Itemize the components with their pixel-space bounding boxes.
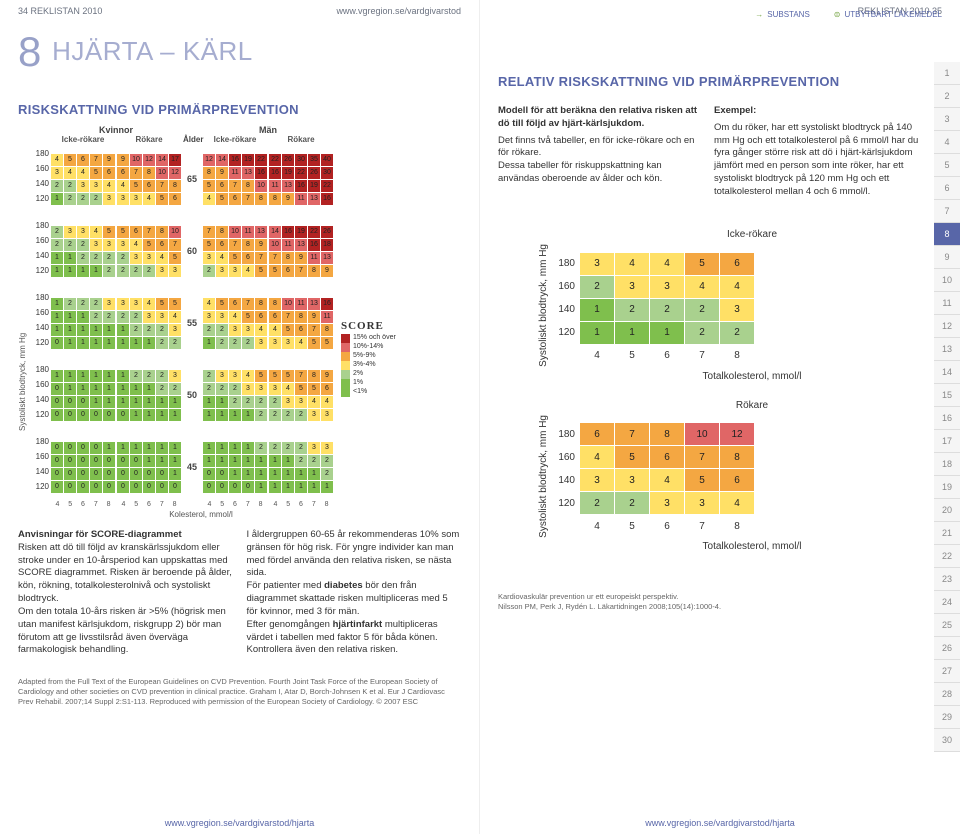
right-subtitle: RELATIV RISKSKATTNING VID PRIMÄRPREVENTI… <box>498 74 942 89</box>
score-subgrid: 78101113567893456723345 <box>203 226 267 277</box>
score-subgrid: 45678334562233412223 <box>203 298 267 349</box>
tab-18[interactable]: 18 <box>934 453 960 476</box>
right-col2-text: Om du röker, har ett systoliskt blodtryc… <box>714 122 924 199</box>
score-subgrid: 567810345672334522233 <box>117 226 181 277</box>
score-logo: SCORE <box>341 320 396 332</box>
col-rokare-2: Rökare <box>269 135 333 144</box>
score-subgrid: 12141619228911131656781045678 <box>203 154 267 205</box>
right-y-axis-1: Systoliskt blodtryck, mm Hg <box>538 244 549 367</box>
tab-12[interactable]: 12 <box>934 315 960 338</box>
tab-10[interactable]: 10 <box>934 269 960 292</box>
tab-7[interactable]: 7 <box>934 200 960 223</box>
score-subgrid: 23345222331122211112 <box>203 370 267 421</box>
score-subgrid: 8101113166789114567833455 <box>269 298 333 349</box>
right-col2-h: Exempel: <box>714 105 924 118</box>
page-tabs: 1234567891011121314151617181920212223242… <box>934 62 960 752</box>
table-s-label: Rökare <box>562 400 942 411</box>
tab-2[interactable]: 2 <box>934 85 960 108</box>
sup-man: Män <box>203 125 333 135</box>
right-col1-h: Modell för att beräkna den relativa risk… <box>498 105 698 131</box>
tab-26[interactable]: 26 <box>934 637 960 660</box>
tab-11[interactable]: 11 <box>934 292 960 315</box>
chapter-number: 8 <box>18 28 41 76</box>
table-ns-xaxis: Totalkolesterol, mmol/l <box>562 371 942 382</box>
right-footnote: Kardiovaskulär prevention ur ett europei… <box>498 592 942 612</box>
left-footnote: Adapted from the Full Text of the Europe… <box>18 677 461 706</box>
left-body-col1: Anvisningar för SCORE-diagrammet Risken … <box>18 529 233 657</box>
tab-8[interactable]: 8 <box>934 223 960 246</box>
tab-14[interactable]: 14 <box>934 361 960 384</box>
header-left-right: www.vgregion.se/vardgivarstod <box>336 6 461 16</box>
table-s-xaxis: Totalkolesterol, mmol/l <box>562 541 942 552</box>
score-subgrid: 11111011110001100000 <box>51 370 115 421</box>
score-subgrid: 12223111221111101111 <box>51 298 115 349</box>
tab-4[interactable]: 4 <box>934 131 960 154</box>
score-subgrid: 23345222331122211112 <box>51 226 115 277</box>
score-subgrid: 33455223341222311122 <box>117 298 181 349</box>
score-subgrid: 45679344562233412223 <box>51 154 115 205</box>
tab-6[interactable]: 6 <box>934 177 960 200</box>
tab-30[interactable]: 30 <box>934 729 960 752</box>
sup-kvinnor: Kvinnor <box>51 125 181 135</box>
left-page: 34 REKLISTAN 2010 www.vgregion.se/vardgi… <box>0 0 480 834</box>
table-non-smoker: 1803445616023344140122231201112245678 <box>555 253 754 367</box>
left-body-col2: I åldergruppen 60-65 år rekommenderas 10… <box>247 529 462 657</box>
left-footer-url: www.vgregion.se/vardgivarstod/hjarta <box>0 818 479 828</box>
tab-15[interactable]: 15 <box>934 384 960 407</box>
tab-28[interactable]: 28 <box>934 683 960 706</box>
sup-alder: Ålder <box>183 135 201 144</box>
left-subtitle: RISKSKATTNING VID PRIMÄRPREVENTION <box>18 102 461 117</box>
col-icke-1: Icke-rökare <box>51 135 115 144</box>
tab-1[interactable]: 1 <box>934 62 960 85</box>
tab-3[interactable]: 3 <box>934 108 960 131</box>
left-body-col1-text: Risken att dö till följd av kranskärlssj… <box>18 542 232 656</box>
tab-17[interactable]: 17 <box>934 430 960 453</box>
right-y-axis-2: Systoliskt blodtryck, mm Hg <box>538 415 549 538</box>
right-col1-text: Det finns två tabeller, en för icke-röka… <box>498 135 698 186</box>
score-subgrid: 22263035401619222630111316192289111316 <box>269 154 333 205</box>
score-subgrid: 22233112221111211111 <box>269 442 333 493</box>
tab-20[interactable]: 20 <box>934 499 960 522</box>
tab-22[interactable]: 22 <box>934 545 960 568</box>
score-subgrid: 55789345562334422233 <box>269 370 333 421</box>
tab-13[interactable]: 13 <box>934 338 960 361</box>
right-col2: Exempel: Om du röker, har ett systoliskt… <box>714 105 924 199</box>
tab-24[interactable]: 24 <box>934 591 960 614</box>
tab-19[interactable]: 19 <box>934 476 960 499</box>
score-subgrid: 91012141767810124567833456 <box>117 154 181 205</box>
score-x-labels: 45678456784567845678 <box>51 501 333 508</box>
score-subgrid: 14161922261011131618789111356789 <box>269 226 333 277</box>
col-rokare-1: Rökare <box>117 135 181 144</box>
kolesterol-label: Kolesterol, mmol/l <box>69 510 333 519</box>
tab-25[interactable]: 25 <box>934 614 960 637</box>
score-chart: 1801601401204567934456223341222391012141… <box>29 146 333 500</box>
chapter-title: HJÄRTA – KÄRL <box>52 36 253 67</box>
table-smoker: 180678101216045678140334561202233445678 <box>555 423 754 537</box>
score-subgrid: 11112111110011100001 <box>203 442 267 493</box>
tab-9[interactable]: 9 <box>934 246 960 269</box>
tab-27[interactable]: 27 <box>934 660 960 683</box>
score-subgrid: 11111001110000100000 <box>117 442 181 493</box>
score-legend: 15% och över10%-14%5%-9%3%-4%2%1%<1% <box>341 334 396 397</box>
right-footer-url: www.vgregion.se/vardgivarstod/hjarta <box>480 818 960 828</box>
table-ns-label: Icke-rökare <box>562 229 942 240</box>
col-icke-2: Icke-rökare <box>203 135 267 144</box>
tab-23[interactable]: 23 <box>934 568 960 591</box>
tab-16[interactable]: 16 <box>934 407 960 430</box>
pill-substans: →SUBSTANS <box>755 10 810 19</box>
tab-29[interactable]: 29 <box>934 706 960 729</box>
right-page: REKLISTAN 2010 35 →SUBSTANS ⊜UTBYTBART L… <box>480 0 960 834</box>
score-subgrid: 00001000000000000000 <box>51 442 115 493</box>
score-subgrid: 12223111221111101111 <box>117 370 181 421</box>
tab-21[interactable]: 21 <box>934 522 960 545</box>
pill-utbytbart: ⊜UTBYTBART LÄKEMEDEL <box>834 10 942 19</box>
tab-5[interactable]: 5 <box>934 154 960 177</box>
left-body-col1-h: Anvisningar för SCORE-diagrammet <box>18 529 182 540</box>
left-y-axis-label: Systoliskt blodtryck, mm Hg <box>18 245 27 519</box>
header-left-left: 34 REKLISTAN 2010 <box>18 6 102 16</box>
right-col1: Modell för att beräkna den relativa risk… <box>498 105 698 199</box>
